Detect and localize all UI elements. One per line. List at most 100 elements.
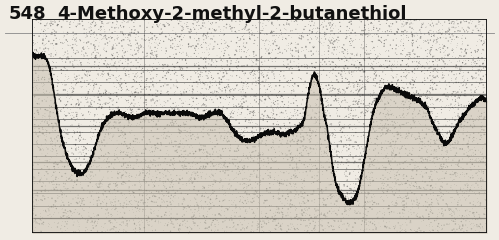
Point — [236, 19, 244, 23]
Point — [381, 72, 389, 76]
Point — [84, 100, 92, 104]
Point — [342, 190, 350, 194]
Point — [327, 183, 335, 186]
Point — [69, 33, 77, 37]
Point — [221, 219, 229, 223]
Point — [94, 72, 102, 76]
Point — [108, 64, 116, 67]
Point — [453, 131, 461, 134]
Point — [273, 197, 281, 200]
Point — [337, 127, 345, 131]
Point — [342, 114, 350, 118]
Point — [265, 204, 273, 208]
Point — [481, 213, 489, 216]
Point — [309, 180, 317, 184]
Point — [84, 148, 92, 152]
Point — [382, 59, 390, 63]
Point — [155, 62, 163, 66]
Point — [405, 55, 413, 59]
Point — [322, 122, 330, 126]
Point — [145, 148, 153, 151]
Point — [311, 121, 319, 125]
Point — [449, 25, 457, 29]
Point — [229, 102, 237, 106]
Point — [427, 65, 435, 69]
Point — [127, 230, 135, 234]
Point — [240, 94, 248, 98]
Point — [124, 69, 132, 73]
Point — [86, 110, 94, 114]
Point — [415, 65, 423, 69]
Point — [463, 125, 471, 128]
Point — [124, 62, 132, 66]
Point — [296, 37, 304, 41]
Point — [448, 195, 456, 199]
Point — [243, 193, 251, 197]
Point — [297, 102, 305, 106]
Point — [29, 193, 37, 197]
Point — [438, 162, 446, 166]
Point — [59, 54, 67, 58]
Point — [274, 102, 282, 106]
Point — [134, 164, 142, 168]
Point — [426, 202, 434, 206]
Point — [40, 27, 48, 31]
Point — [284, 158, 292, 162]
Point — [438, 226, 446, 230]
Point — [303, 218, 311, 222]
Point — [125, 119, 133, 123]
Point — [306, 128, 314, 132]
Point — [323, 160, 331, 164]
Point — [203, 172, 211, 176]
Point — [150, 116, 158, 120]
Point — [349, 169, 357, 173]
Point — [43, 96, 51, 99]
Point — [192, 48, 200, 52]
Point — [251, 75, 259, 79]
Point — [127, 34, 135, 38]
Point — [103, 201, 111, 205]
Point — [294, 49, 302, 53]
Point — [386, 226, 394, 230]
Point — [407, 152, 415, 156]
Point — [304, 226, 312, 229]
Point — [454, 22, 462, 26]
Point — [328, 171, 336, 174]
Point — [335, 20, 343, 24]
Point — [392, 203, 400, 207]
Point — [106, 182, 114, 186]
Point — [223, 168, 231, 172]
Point — [142, 87, 150, 91]
Point — [53, 103, 61, 107]
Point — [43, 207, 51, 210]
Point — [49, 67, 57, 71]
Point — [469, 55, 477, 59]
Point — [312, 146, 320, 150]
Point — [353, 147, 361, 151]
Point — [117, 131, 125, 134]
Point — [176, 139, 184, 143]
Point — [424, 205, 432, 209]
Point — [204, 162, 212, 166]
Point — [213, 150, 221, 154]
Point — [463, 187, 471, 191]
Point — [431, 116, 439, 120]
Point — [127, 60, 135, 64]
Point — [152, 218, 160, 222]
Point — [179, 26, 187, 30]
Point — [430, 63, 438, 67]
Point — [60, 109, 68, 113]
Point — [141, 39, 149, 42]
Point — [221, 188, 229, 192]
Point — [270, 218, 278, 222]
Point — [239, 84, 247, 88]
Point — [169, 188, 177, 192]
Point — [100, 101, 108, 105]
Point — [364, 167, 372, 171]
Point — [438, 223, 446, 227]
Point — [153, 111, 161, 115]
Point — [282, 37, 290, 41]
Point — [207, 21, 215, 25]
Point — [32, 199, 40, 203]
Point — [469, 207, 477, 211]
